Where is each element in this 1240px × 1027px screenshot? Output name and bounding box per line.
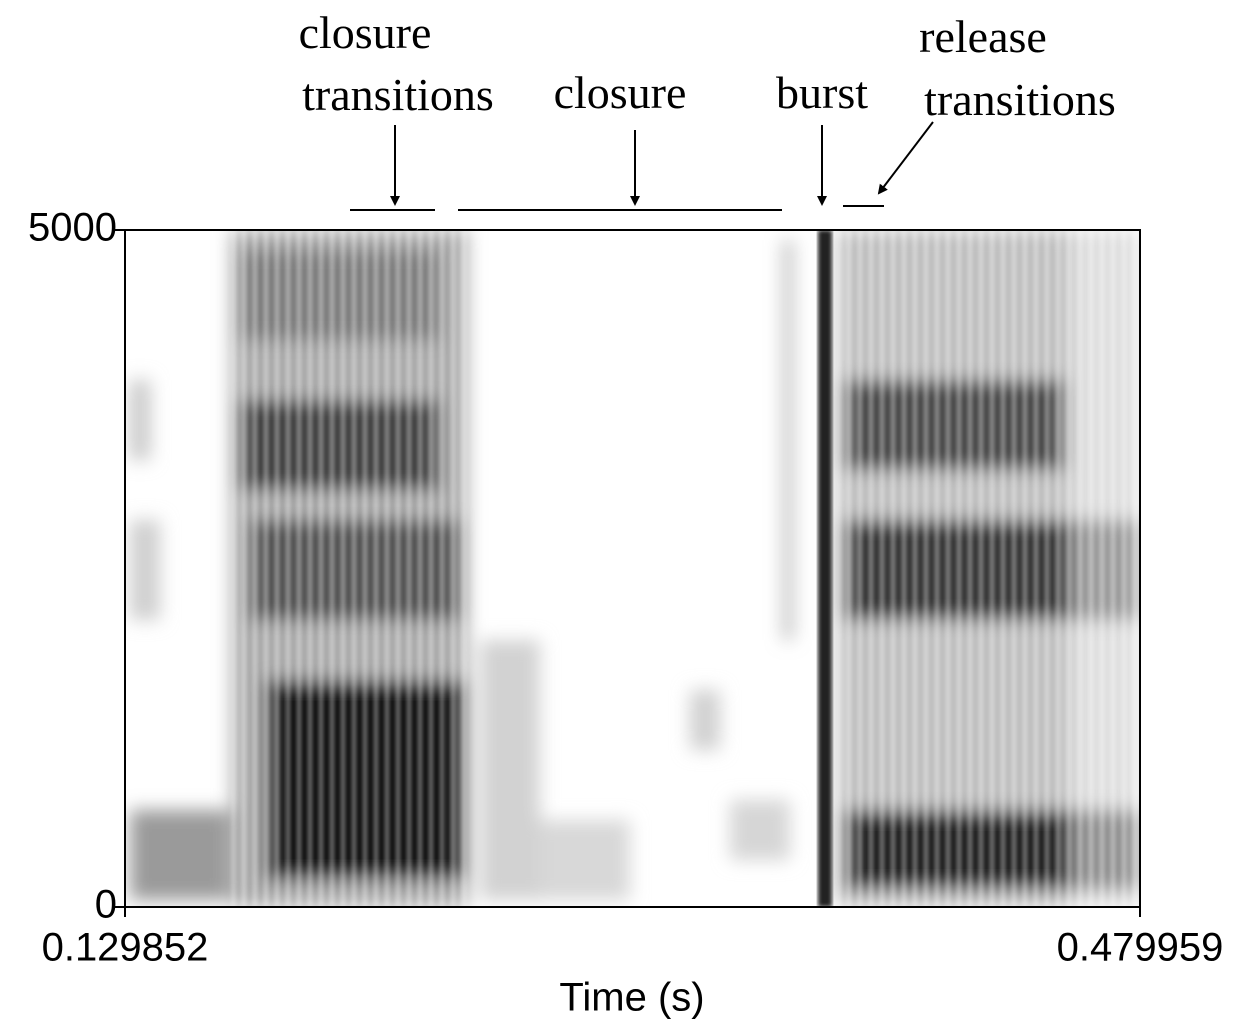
annotation: transitions [924, 74, 1116, 125]
annotation: release [919, 11, 1047, 62]
annotation: closure [299, 7, 432, 58]
plot-frame [124, 229, 1141, 908]
arrow [877, 121, 934, 195]
x-tick-label: 0.129852 [42, 926, 209, 970]
y-tick-label: 0 [95, 883, 117, 927]
y-tick-label: 5000 [28, 206, 117, 250]
annotation-marks [350, 121, 934, 211]
annotation: transitions [302, 69, 494, 120]
annotation: burst [776, 67, 868, 118]
spectrogram-image [130, 230, 1140, 907]
x-tick-label: 0.479959 [1057, 926, 1224, 970]
annotation: closure [554, 67, 687, 118]
x-axis-label: Time (s) [559, 976, 704, 1020]
